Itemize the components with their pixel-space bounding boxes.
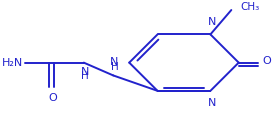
Text: H₂N: H₂N <box>2 58 23 68</box>
Text: N: N <box>207 98 216 108</box>
Text: N: N <box>207 17 216 27</box>
Text: N: N <box>110 57 119 67</box>
Text: H: H <box>111 62 118 72</box>
Text: H: H <box>81 71 89 81</box>
Text: O: O <box>49 93 57 103</box>
Text: N: N <box>81 67 89 77</box>
Text: O: O <box>263 56 272 66</box>
Text: CH₃: CH₃ <box>240 3 259 12</box>
